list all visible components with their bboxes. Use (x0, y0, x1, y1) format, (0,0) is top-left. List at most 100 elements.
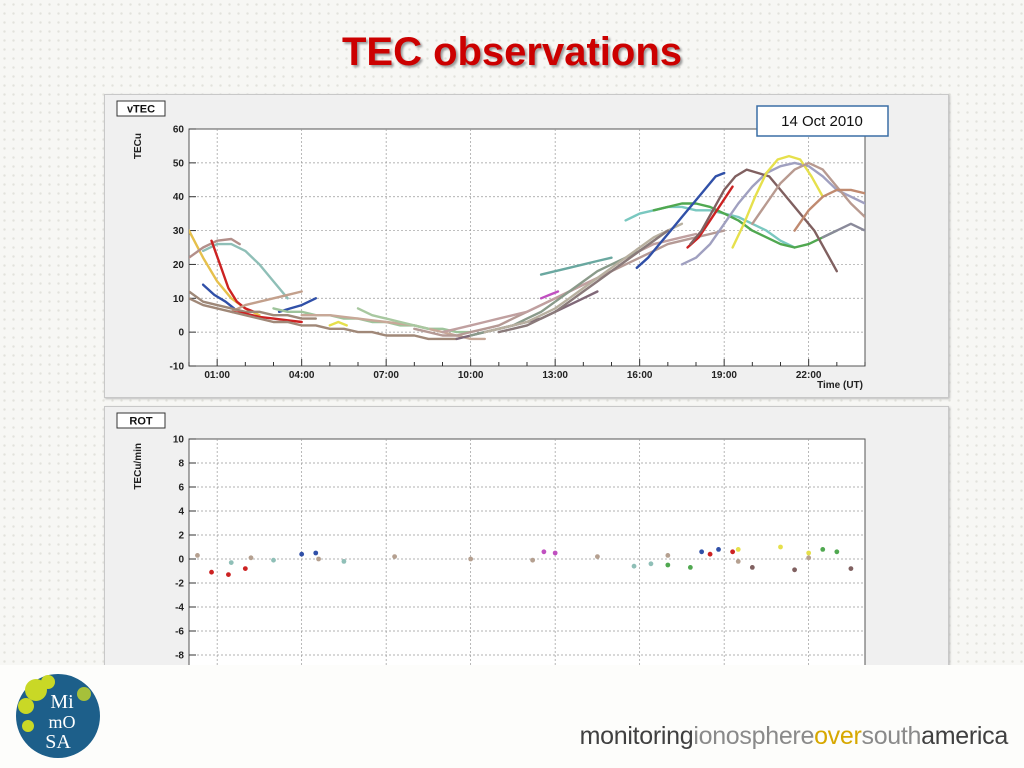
svg-text:mO: mO (49, 712, 76, 732)
chart-1-series-0-point-5 (530, 557, 536, 563)
chart-1-series-5-point-2 (820, 547, 826, 552)
chart-0-xtick-label-1: 04:00 (289, 370, 315, 381)
chart-0-series-3 (210, 239, 255, 313)
chart-1-series-0-point-6 (595, 554, 600, 559)
chart-1-series-5-point-3 (834, 549, 840, 555)
chart-0-ytick-label-0: -10 (170, 362, 185, 373)
chart-1-series-2-point-0 (228, 560, 234, 565)
chart-0-series-31 (821, 222, 865, 239)
chart-0-annotation-bg (756, 105, 889, 137)
chart-1-ytick-label-2: -6 (175, 627, 184, 638)
chart-1-ytick-label-3: -4 (175, 603, 184, 614)
chart-0-title-box-bg (116, 100, 166, 117)
chart-1-title-box: ROT (116, 412, 166, 429)
chart-1-ytick-label-7: 4 (178, 507, 184, 518)
chart-1-series-0-point-8 (735, 559, 741, 564)
chart-1-series-0-point-3 (392, 554, 398, 559)
chart-1-series-6-point-0 (735, 547, 741, 552)
chart-0-series-6 (189, 290, 317, 320)
chart-1-series-1-point-4 (730, 549, 736, 555)
chart-0-annotation: 14 Oct 2010 (781, 113, 863, 130)
chart-0-annotation-box: 14 Oct 2010 (756, 105, 889, 137)
chart-1-series-0-point-4 (468, 556, 474, 562)
footer-bar (0, 665, 1024, 768)
chart-1-ylabel: TECu/min (133, 443, 144, 490)
chart-0-series-19 (497, 229, 669, 334)
chart-1-series-7-point-1 (792, 567, 797, 573)
chart-1-series-3-point-3 (716, 547, 721, 552)
chart-0-series-20 (539, 290, 560, 300)
footer-tagline: monitoringionosphereoversouthamerica (579, 722, 1009, 751)
chart-1-series-6-point-2 (806, 550, 812, 556)
chart-1-series-7-point-0 (749, 565, 755, 570)
mimosa-logo: Mi mO SA (16, 674, 100, 758)
chart-0-ylabel: TECu (133, 133, 144, 159)
chart-1-ytick-label-4: -2 (175, 579, 184, 590)
chart-1-ytick-label-6: 2 (178, 531, 184, 542)
chart-0-title-box: vTEC (116, 100, 166, 117)
chart-0-title: vTEC (127, 104, 155, 116)
chart-0-series-10 (272, 307, 472, 334)
chart-1-series-4-point-1 (552, 550, 558, 556)
vtec-panel: 01:00 04:00 07:00 10:00 13:00 16:00 19:00 22:00… (104, 94, 949, 398)
chart-0-series-24 (635, 171, 726, 269)
chart-1-ytick-label-10: 10 (173, 435, 185, 446)
chart-0-series-29 (751, 161, 865, 225)
chart-1-series-3-point-1 (313, 550, 319, 556)
chart-0-xtick-label-4: 13:00 (542, 370, 568, 381)
chart-1-series-0-point-9 (806, 555, 812, 561)
chart-1-series-1-point-1 (226, 572, 231, 577)
chart-0-ytick-label-1: 0 (178, 328, 184, 339)
chart-0-ytick-label-6: 50 (173, 158, 185, 169)
chart-0-series-group (189, 154, 865, 341)
footer-monitoring: monitoring (579, 722, 694, 750)
chart-1-series-2-point-4 (648, 561, 654, 567)
footer-south: south (861, 722, 922, 750)
chart-1-series-1-point-3 (707, 551, 713, 557)
chart-0-series-13 (356, 307, 430, 330)
chart-1-series-2-point-3 (631, 563, 637, 569)
chart-1-ytick-label-1: -8 (175, 651, 184, 662)
chart-1-series-7-point-2 (848, 566, 854, 571)
chart-0-series-18 (483, 222, 684, 334)
chart-1-series-3-point-0 (299, 551, 305, 557)
chart-0-ytick-label-2: 10 (173, 294, 185, 305)
chart-0-series-12 (328, 320, 348, 327)
chart-1-series-2-point-2 (341, 559, 347, 564)
chart-1-series-0-point-1 (248, 555, 254, 561)
chart-1-series-5-point-1 (687, 565, 693, 570)
footer-ionosphere: ionosphere (693, 722, 815, 750)
chart-1-ytick-label-9: 8 (178, 459, 184, 470)
vtec-chart: 01:00 04:00 07:00 10:00 13:00 16:00 19:00 22:00… (116, 100, 889, 391)
chart-0-series-28 (731, 154, 824, 249)
chart-0-series-7 (230, 310, 303, 324)
chart-1-series-0-point-0 (195, 553, 200, 558)
chart-0-ytick-label-7: 60 (173, 125, 185, 136)
chart-1-series-1-point-0 (209, 569, 214, 575)
chart-1-series-2-point-1 (271, 557, 276, 563)
chart-0-ytick-label-3: 20 (173, 260, 185, 271)
chart-1-series-0-point-7 (665, 553, 671, 558)
footer-over: over (814, 722, 862, 750)
chart-1-series-3-point-2 (699, 549, 705, 555)
chart-1-series-4-point-0 (541, 549, 547, 555)
chart-1-ytick-label-8: 6 (178, 483, 184, 494)
chart-0-series-2 (201, 242, 289, 300)
svg-text:Mi: Mi (50, 691, 74, 713)
chart-1-title: ROT (129, 416, 153, 428)
chart-0-xtick-label-5: 16:00 (627, 370, 653, 381)
svg-text:SA: SA (45, 731, 71, 753)
chart-0-series-26 (680, 161, 865, 266)
chart-1-series-1-point-2 (242, 566, 248, 571)
chart-0-ytick-label-5: 40 (173, 192, 185, 203)
chart-1-series-group (195, 544, 854, 577)
chart-0-series-25 (686, 185, 734, 249)
footer-america: america (921, 722, 1008, 750)
rot-panel: 01:0004:0007:0010:0013:0016:0019:0022:00… (104, 406, 949, 714)
chart-0-plot-area (188, 128, 866, 367)
chart-0-series-9 (189, 297, 458, 341)
slide-title: TEC observations (341, 30, 683, 74)
chart-0-xtick-label-6: 19:00 (711, 370, 737, 381)
chart-0-series-21 (539, 256, 613, 276)
chart-1-ytick-label-5: 0 (178, 555, 184, 566)
